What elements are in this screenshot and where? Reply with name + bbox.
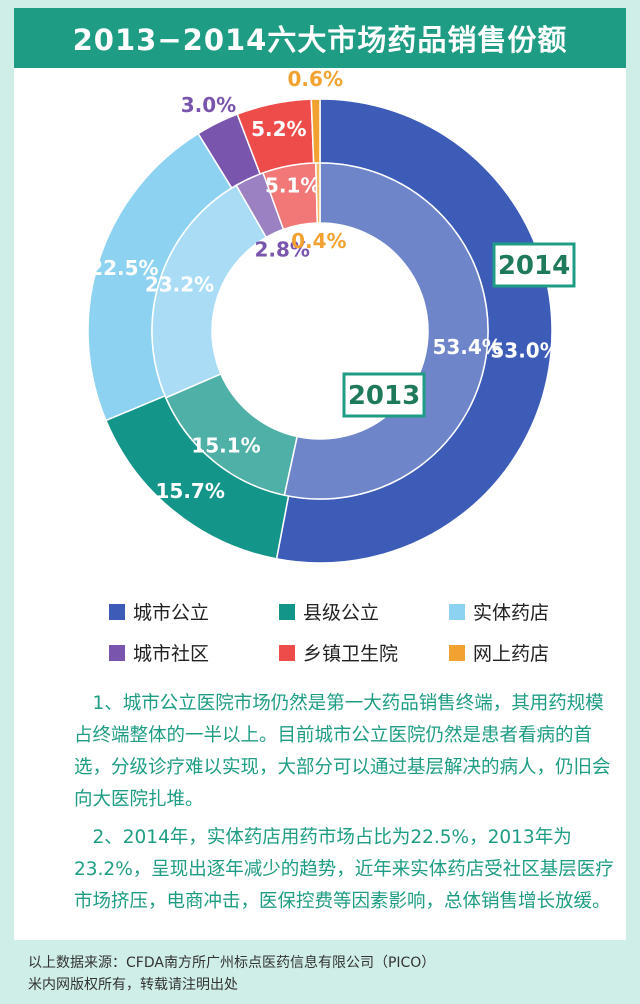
svg-text:2013: 2013 xyxy=(348,381,420,411)
legend-item-online-pharmacy: 网上药店 xyxy=(449,639,589,666)
legend: 城市公立 县级公立 实体药店 城市社区 乡镇卫生院 网上药店 xyxy=(109,598,589,666)
data-label-2013-online-pharmacy: 0.4% xyxy=(291,229,346,253)
data-label-2014-county-public: 15.7% xyxy=(155,479,224,503)
series-tag-2014: 2014 xyxy=(492,242,576,288)
legend-swatch xyxy=(109,603,125,620)
legend-label: 城市公立 xyxy=(133,602,210,624)
legend-item-township-clinic: 乡镇卫生院 xyxy=(279,639,449,666)
infographic-card: 2013−2014六大市场药品销售份额 53.0% 15.7% 22.5% 3.0% 5… xyxy=(14,8,626,940)
series-tag-2013: 2013 xyxy=(342,372,426,418)
data-label-2014-online-pharmacy: 0.6% xyxy=(288,67,343,91)
data-label-2013-county-public: 15.1% xyxy=(191,433,260,457)
legend-item-county-public: 县级公立 xyxy=(279,598,449,625)
chart-title: 2013−2014六大市场药品销售份额 xyxy=(14,8,626,68)
note-paragraph-1: 1、城市公立医院市场仍然是第一大药品销售终端，其用药规模占终端整体的一半以上。目… xyxy=(74,693,611,810)
legend-swatch xyxy=(449,644,465,661)
legend-label: 实体药店 xyxy=(473,602,550,624)
donut-slice-2014-online-pharmacy xyxy=(310,98,321,164)
data-label-2014-township-clinic: 5.2% xyxy=(251,117,306,141)
data-label-2014-city-community: 3.0% xyxy=(181,93,236,117)
data-label-2013-city-community: 2.8% xyxy=(254,237,309,261)
footer: 以上数据来源：CFDA南方所广州标点医药信息有限公司（PICO） 米内网版权所有… xyxy=(28,952,628,996)
note-paragraph-2: 2、2014年，实体药店用药市场占比为22.5%，2013年为23.2%，呈现出… xyxy=(74,827,614,912)
legend-swatch xyxy=(449,603,465,620)
donut-chart: 53.0% 15.7% 22.5% 3.0% 5.2% 0.6% 53.4% 15.1% 23.… xyxy=(87,67,576,564)
donut-slice-2013-online-pharmacy xyxy=(315,162,321,224)
legend-item-retail-pharmacy: 实体药店 xyxy=(449,598,589,625)
data-label-2013-city-public: 53.4% xyxy=(432,335,501,359)
legend-swatch xyxy=(279,644,295,661)
legend-swatch xyxy=(109,644,125,661)
source-text: 以上数据来源：CFDA南方所广州标点医药信息有限公司（PICO） xyxy=(28,955,436,971)
copyright-text: 米内网版权所有，转载请注明出处 xyxy=(28,977,238,993)
data-label-2014-retail-pharmacy: 22.5% xyxy=(89,256,158,280)
notes: 1、城市公立医院市场仍然是第一大药品销售终端，其用药规模占终端整体的一半以上。目… xyxy=(74,688,614,924)
legend-label: 乡镇卫生院 xyxy=(303,643,399,665)
donut-slice-2013-city-public xyxy=(283,162,489,500)
data-label-2013-township-clinic: 5.1% xyxy=(265,174,320,198)
data-label-2013-retail-pharmacy: 23.2% xyxy=(145,272,214,296)
legend-swatch xyxy=(279,603,295,620)
legend-item-city-public: 城市公立 xyxy=(109,598,279,625)
svg-text:2014: 2014 xyxy=(498,251,570,281)
legend-label: 网上药店 xyxy=(473,643,550,665)
legend-label: 县级公立 xyxy=(303,602,380,624)
legend-item-city-community: 城市社区 xyxy=(109,639,279,666)
legend-label: 城市社区 xyxy=(133,643,210,665)
data-label-2014-city-public: 53.0% xyxy=(490,338,559,362)
